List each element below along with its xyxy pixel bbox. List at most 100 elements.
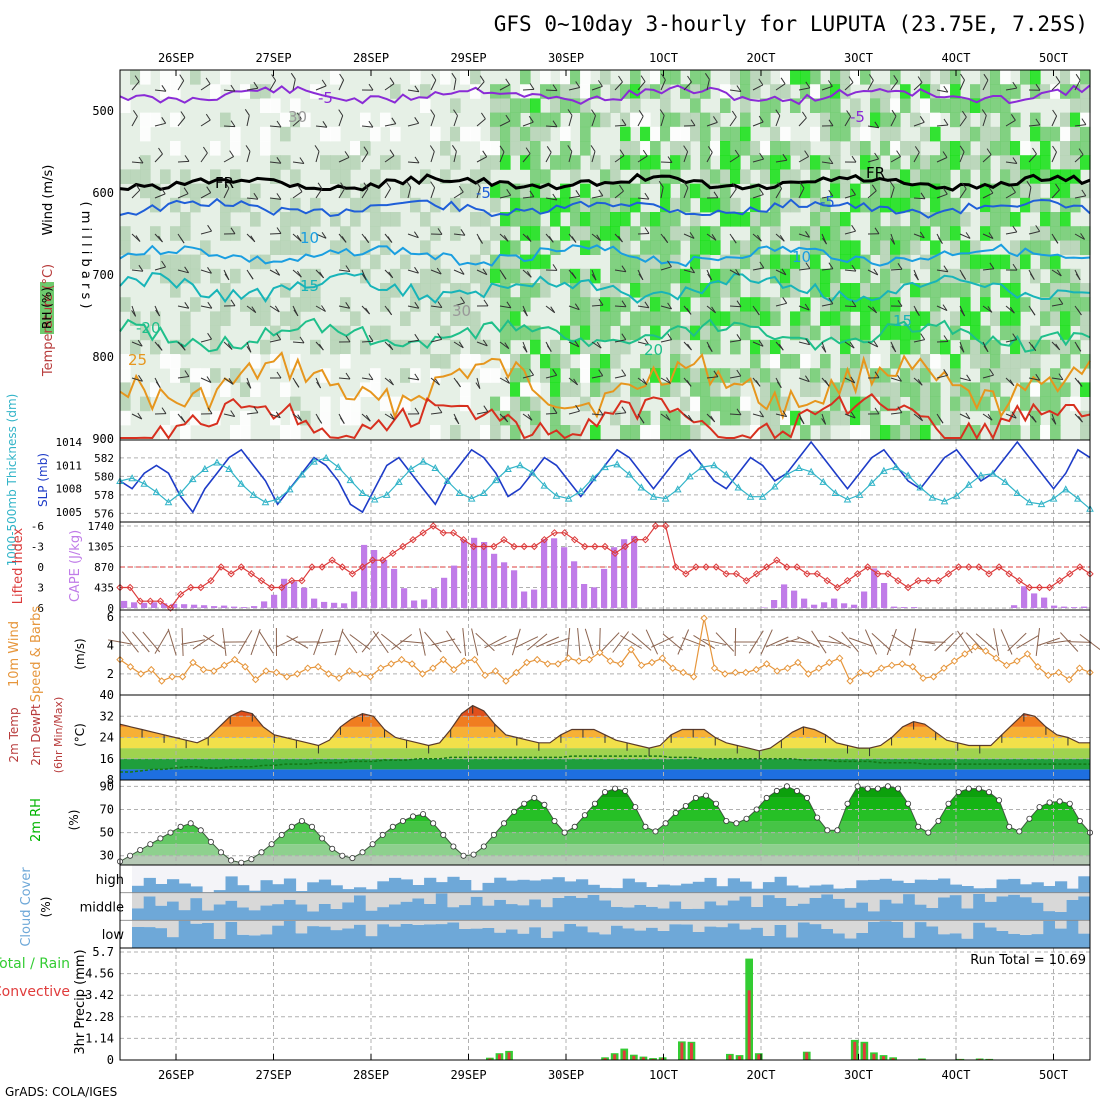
- rh-cell: [1020, 70, 1031, 85]
- cloud-bar: [318, 904, 332, 921]
- rh-cell: [570, 325, 581, 341]
- rh-cell: [490, 183, 501, 199]
- cloud-bar: [459, 905, 472, 921]
- wind-barb: [315, 233, 327, 239]
- wind-barb: [614, 81, 623, 91]
- cloud-gap: [155, 892, 168, 906]
- cloud-bar: [237, 885, 250, 893]
- lifted-index-point: [540, 535, 549, 544]
- rh-cell: [710, 169, 721, 184]
- precip-frame: [119, 947, 1091, 1061]
- thickness-point: [601, 463, 609, 471]
- wind-barb: [200, 305, 212, 309]
- date-label-bottom: 3OCT: [844, 1068, 873, 1082]
- wind10m-barb: [527, 633, 548, 651]
- wind-barb-flag: [758, 115, 764, 123]
- rh-cell: [250, 297, 261, 312]
- thickness-point: [928, 493, 937, 501]
- rh-cell: [940, 339, 951, 355]
- cloud-bar: [704, 901, 717, 921]
- cloud-bar: [330, 930, 343, 948]
- rh-cell: [850, 197, 861, 213]
- wind-barb: [430, 187, 436, 199]
- wind-speed-point: [272, 668, 281, 677]
- rh-cell: [670, 112, 681, 128]
- rh-cell: [230, 169, 241, 184]
- lifted-index-point: [601, 542, 609, 551]
- rh-cell: [860, 311, 871, 326]
- rh-cell: [500, 84, 511, 99]
- rh-cell: [1030, 126, 1041, 142]
- wind-speed-point: [470, 655, 479, 664]
- rh-cell: [330, 70, 341, 85]
- rh-cell: [830, 141, 841, 156]
- cloud-bar: [424, 924, 437, 948]
- rh2m-point: [278, 831, 285, 838]
- date-label-top: 26SEP: [158, 51, 194, 65]
- wind-barb-flag: [943, 265, 949, 272]
- thickness-point: [1061, 485, 1070, 493]
- rh-cell: [970, 382, 981, 397]
- rh-cell: [810, 283, 821, 298]
- cloud-bar: [891, 903, 904, 921]
- rh-cell: [1060, 84, 1071, 99]
- wind-barb: [1028, 153, 1037, 163]
- rh-cell: [470, 268, 481, 284]
- rh-cell: [360, 268, 371, 284]
- rh-cell: [960, 254, 971, 270]
- wind-barb-flag: [131, 310, 137, 317]
- rh-cell: [490, 98, 501, 113]
- rh-cell: [740, 410, 751, 426]
- rh-cell: [890, 339, 901, 355]
- rh-cell: [520, 283, 531, 298]
- rh-cell: [1070, 126, 1081, 142]
- contour-label: FR: [215, 174, 234, 192]
- rh-cell: [870, 382, 881, 397]
- rh-cell: [970, 254, 981, 270]
- rh-cell: [720, 268, 731, 284]
- rh2m-point: [783, 783, 790, 790]
- cloud-gap: [821, 892, 834, 895]
- rh-cell: [1020, 339, 1031, 355]
- cloud-bar: [914, 922, 927, 948]
- wind-barb-flag: [184, 302, 190, 309]
- wind-barb-flag: [207, 224, 213, 232]
- rh-cell: [910, 283, 921, 298]
- cloud-gap: [646, 892, 659, 907]
- wind-barb-flag: [1076, 308, 1082, 316]
- cloud-bar: [529, 927, 542, 948]
- rh-cell: [750, 84, 761, 99]
- rh-cell: [910, 155, 921, 170]
- wind-barb: [913, 413, 923, 422]
- wind-speed-point: [585, 655, 594, 664]
- wind-speed-point: [992, 654, 1000, 662]
- rh-cell: [720, 410, 731, 426]
- rh-cell: [530, 325, 541, 341]
- rh-cell: [830, 212, 841, 227]
- rh-cell: [480, 155, 491, 170]
- wind-barb: [384, 83, 395, 91]
- rh-cell: [750, 339, 761, 355]
- rh-cell: [970, 155, 981, 170]
- wind-barb-flag: [293, 309, 299, 317]
- wind-barb: [154, 153, 163, 163]
- wind-barb-flag: [276, 227, 282, 234]
- rh-cell: [700, 368, 711, 383]
- rh-cell: [280, 311, 291, 326]
- rh-cell: [790, 141, 801, 156]
- wind-barb: [453, 79, 457, 91]
- rh-cell: [590, 354, 601, 369]
- precip-convective-bar: [498, 1054, 501, 1060]
- wind-barb-flag: [454, 417, 460, 425]
- rh-cell: [830, 169, 841, 184]
- rh-cell: [170, 339, 181, 355]
- wind-barb: [614, 269, 626, 273]
- rh-cell: [480, 425, 491, 440]
- wind-barb: [1074, 195, 1086, 199]
- wind-barb-flag: [161, 407, 167, 414]
- cloud-bar: [833, 898, 846, 921]
- wind-barb-flag: [686, 380, 692, 387]
- wind-barb: [246, 305, 257, 314]
- wind10m-barb: [419, 628, 426, 656]
- rh-cell: [740, 368, 751, 383]
